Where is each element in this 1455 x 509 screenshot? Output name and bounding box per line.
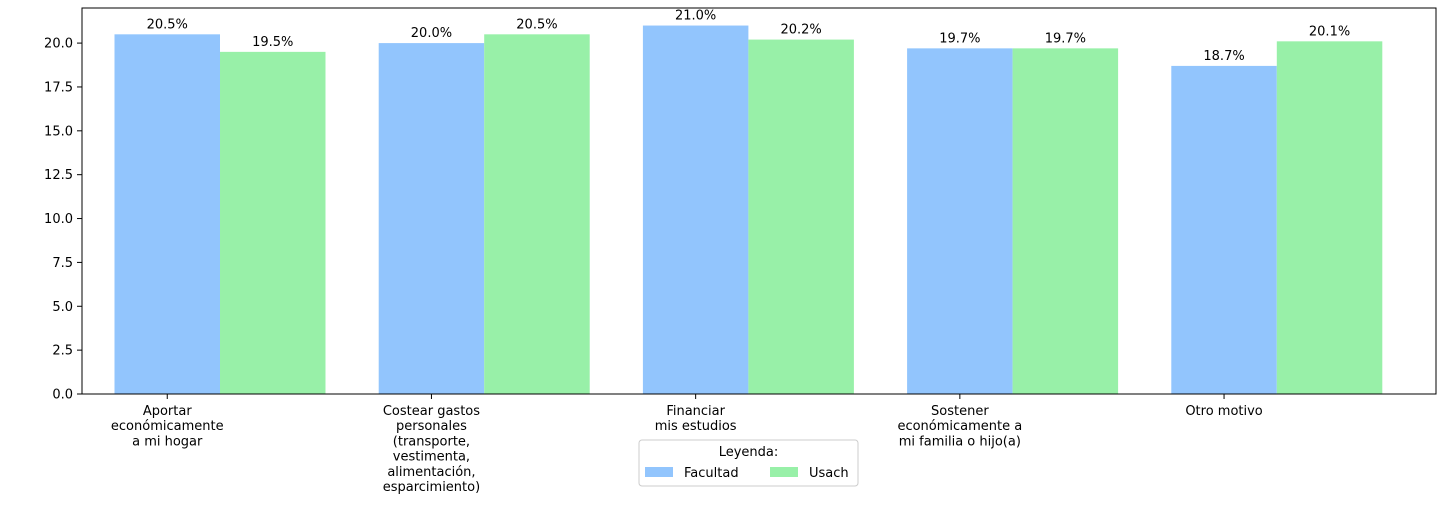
x-tick-label-3: Sostener económicamente a mi familia o hij… [897, 404, 1022, 449]
x-axis: Aportar económicamente a mi hogar Costear g… [111, 394, 1263, 495]
data-label-facultad-0: 20.5% [147, 17, 188, 32]
bar-usach-4 [1276, 41, 1383, 394]
data-label-usach-2: 20.2% [780, 23, 821, 38]
bar-usach-3 [1012, 48, 1119, 394]
y-tick-label-4: 10.0 [44, 212, 73, 227]
bar-facultad-3 [907, 48, 1013, 394]
plot-frame [81, 7, 1437, 395]
bar-facultad-2 [642, 25, 749, 395]
legend-swatch-facultad [645, 467, 673, 477]
data-label-facultad-1: 20.0% [411, 26, 452, 41]
data-label-usach-0: 19.5% [252, 35, 293, 50]
legend-label-facultad: Facultad [684, 466, 739, 481]
legend: Leyenda: Facultad Usach [638, 439, 859, 487]
legend-swatch-usach [770, 467, 798, 477]
bars-layer [114, 25, 1383, 395]
y-axis: 0.0 2.5 5.0 7.5 10.0 12.5 15.0 17.5 20.0 [44, 37, 82, 403]
y-tick-label-7: 17.5 [44, 80, 73, 95]
x-tick-label-0: Aportar económicamente a mi hogar [111, 404, 224, 449]
bar-usach-2 [748, 39, 854, 394]
bar-facultad-4 [1171, 65, 1277, 395]
x-tick-label-2: Financiar mis estudios [655, 404, 737, 434]
data-label-usach-4: 20.1% [1309, 24, 1350, 39]
data-label-facultad-3: 19.7% [939, 31, 980, 46]
x-tick-label-1: Costear gastos personales (transporte, vest… [383, 404, 481, 495]
bar-facultad-0 [114, 34, 220, 395]
x-tick-label-4: Otro motivo [1185, 404, 1262, 419]
data-labels-layer: 20.5% 20.0% 21.0% 19.7% 18.7% 19.5% 20.5% 20.2%… [147, 9, 1351, 64]
y-tick-label-2: 5.0 [52, 300, 73, 315]
legend-title: Leyenda: [719, 445, 779, 460]
data-label-facultad-4: 18.7% [1203, 49, 1244, 64]
y-tick-label-3: 7.5 [52, 256, 73, 271]
bar-facultad-1 [378, 43, 485, 394]
y-tick-label-5: 12.5 [44, 168, 73, 183]
legend-box [638, 439, 859, 487]
y-tick-label-0: 0.0 [52, 388, 73, 403]
data-label-usach-3: 19.7% [1045, 31, 1086, 46]
legend-label-usach: Usach [809, 466, 849, 481]
y-tick-label-8: 20.0 [44, 37, 73, 52]
y-tick-label-6: 15.0 [44, 124, 73, 139]
data-label-facultad-2: 21.0% [675, 9, 716, 24]
bar-usach-1 [484, 34, 590, 395]
data-label-usach-1: 20.5% [516, 17, 557, 32]
y-tick-label-1: 2.5 [52, 344, 73, 359]
bar-usach-0 [220, 51, 326, 394]
